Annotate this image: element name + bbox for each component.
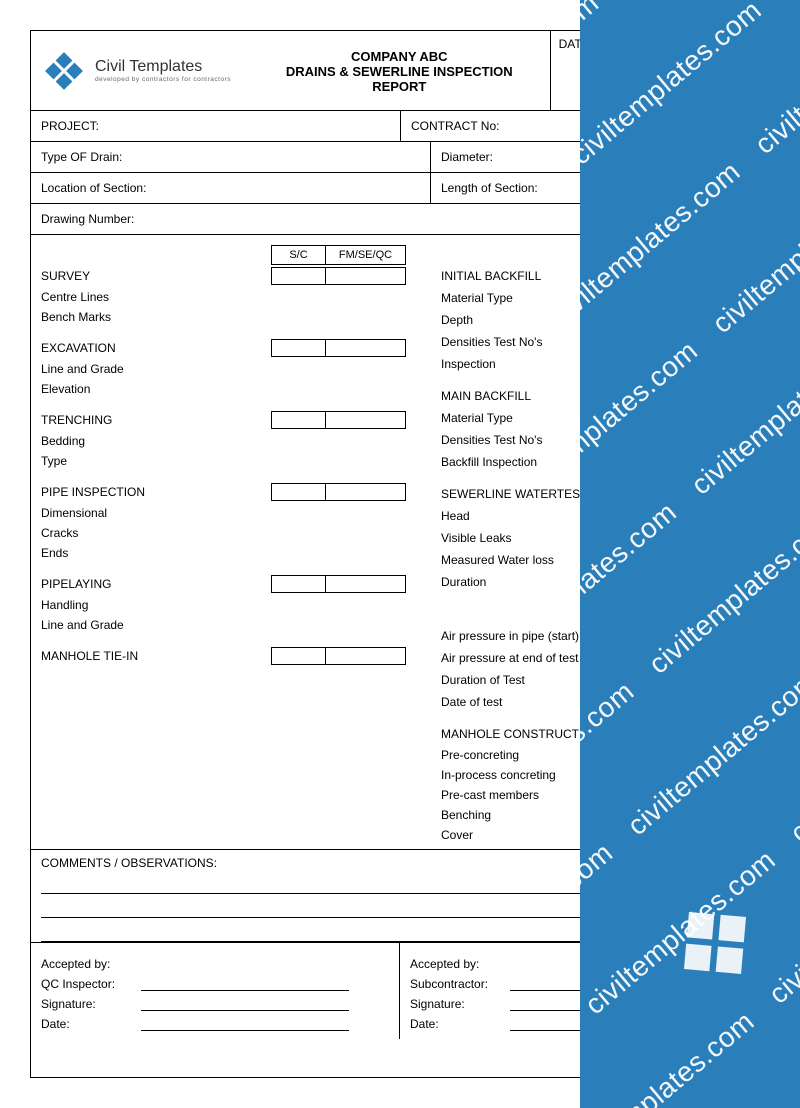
item-centre-lines: Centre Lines xyxy=(41,287,441,307)
company-name: COMPANY ABC xyxy=(261,49,538,64)
project-label: PROJECT: xyxy=(31,111,401,141)
box-trenching-sc[interactable] xyxy=(271,411,326,429)
box-pipelaying-fm[interactable] xyxy=(326,575,406,593)
item-ends: Ends xyxy=(41,543,441,563)
box-excavation-fm[interactable] xyxy=(326,339,406,357)
item-elevation: Elevation xyxy=(41,379,441,399)
sr-role: Subcontractor: xyxy=(410,977,510,991)
box-manhole-sc[interactable] xyxy=(271,647,326,665)
heading-pipelaying: PIPELAYING xyxy=(41,577,271,591)
sl-role-line[interactable] xyxy=(141,977,349,991)
box-survey-fm[interactable] xyxy=(326,267,406,285)
sr-sig: Signature: xyxy=(410,997,510,1011)
item-dimensional: Dimensional xyxy=(41,503,441,523)
sl-date: Date: xyxy=(41,1017,141,1031)
heading-pipe-inspection: PIPE INSPECTION xyxy=(41,485,271,499)
sl-sig-line[interactable] xyxy=(141,997,349,1011)
logo-tagline: developed by contractors for contractors xyxy=(95,76,231,83)
item-line-grade-2: Line and Grade xyxy=(41,615,441,635)
signoff-left: Accepted by: QC Inspector: Signature: Da… xyxy=(31,943,400,1039)
item-bench-marks: Bench Marks xyxy=(41,307,441,327)
logo-brand: Civil Templates xyxy=(95,58,231,76)
left-column: SURVEY Centre Lines Bench Marks EXCAVATI… xyxy=(41,265,441,845)
civil-templates-logo-icon xyxy=(43,50,85,92)
watermark-band: civiltemplates.comciviltemplates.comcivi… xyxy=(580,0,800,1108)
sl-accepted: Accepted by: xyxy=(41,957,110,971)
sr-date: Date: xyxy=(410,1017,510,1031)
item-bedding: Bedding xyxy=(41,431,441,451)
col-fm: FM/SE/QC xyxy=(326,245,406,265)
item-line-grade: Line and Grade xyxy=(41,359,441,379)
location-label: Location of Section: xyxy=(31,173,431,203)
item-type: Type xyxy=(41,451,441,471)
box-pipelaying-sc[interactable] xyxy=(271,575,326,593)
box-excavation-sc[interactable] xyxy=(271,339,326,357)
box-pipeinsp-sc[interactable] xyxy=(271,483,326,501)
sr-accepted: Accepted by: xyxy=(410,957,479,971)
col-sc: S/C xyxy=(271,245,326,265)
heading-manhole-tiein: MANHOLE TIE-IN xyxy=(41,649,271,663)
heading-survey: SURVEY xyxy=(41,269,271,283)
report-title: DRAINS & SEWERLINE INSPECTION REPORT xyxy=(261,64,538,94)
box-trenching-fm[interactable] xyxy=(326,411,406,429)
item-cracks: Cracks xyxy=(41,523,441,543)
item-handling: Handling xyxy=(41,595,441,615)
box-pipeinsp-fm[interactable] xyxy=(326,483,406,501)
contract-label: CONTRACT No: xyxy=(401,111,601,141)
type-label: Type OF Drain: xyxy=(31,142,431,172)
logo-and-title: Civil Templates developed by contractors… xyxy=(31,31,550,110)
heading-trenching: TRENCHING xyxy=(41,413,271,427)
box-manhole-fm[interactable] xyxy=(326,647,406,665)
sl-date-line[interactable] xyxy=(141,1017,349,1031)
sl-sig: Signature: xyxy=(41,997,141,1011)
sl-role: QC Inspector: xyxy=(41,977,141,991)
heading-excavation: EXCAVATION xyxy=(41,341,271,355)
box-survey-sc[interactable] xyxy=(271,267,326,285)
